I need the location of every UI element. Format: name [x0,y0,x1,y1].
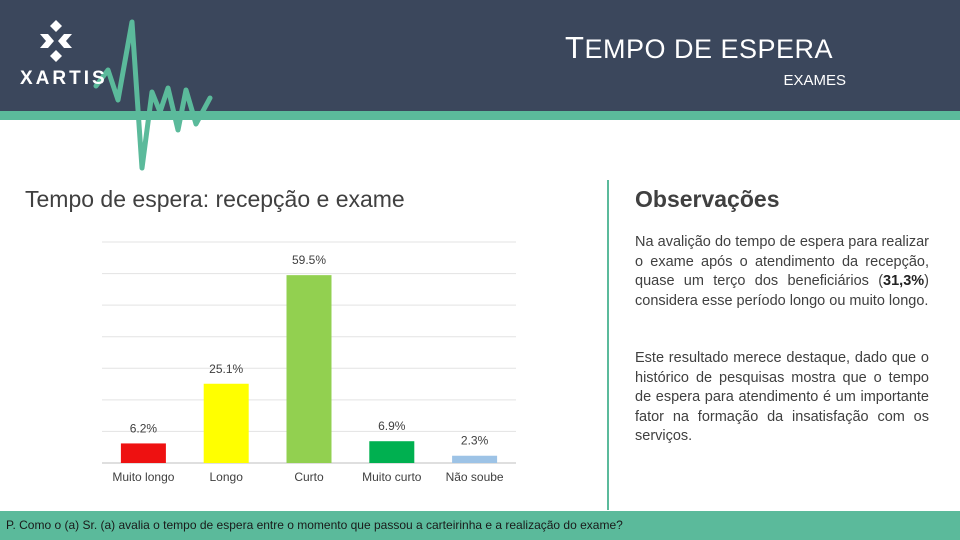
category-label-1: Muito longo [112,470,174,484]
category-label-3: Curto [294,470,324,484]
xartis-logo: XARTIS [18,18,108,98]
bar-2 [203,383,249,463]
vertical-divider [607,180,609,510]
observation-p1-end: ) considera esse período longo ou muito … [635,273,929,309]
footer-bar: P. Como o (a) Sr. (a) avalia o tempo de … [0,511,960,540]
observation-paragraph-1: Na avalição do tempo de espera para real… [635,233,929,311]
category-label-5: Não soube [446,470,504,484]
data-label-3: 59.5% [292,253,326,267]
survey-question: P. Como o (a) Sr. (a) avalia o tempo de … [6,518,623,532]
page-title-initial: T [565,30,585,65]
page-title-rest: EMPO DE ESPERA [584,34,834,64]
bar-5 [452,455,498,463]
header-accent-stripe [0,111,960,120]
page-subtitle: EXAMES [783,72,846,89]
observation-paragraph-2: Este resultado merece destaque, dado que… [635,350,929,444]
bar-chart: 6.2% Muito longo 25.1% Longo 59.5% Curto 6.9% M… [96,230,526,500]
bar-1 [120,443,166,463]
category-label-2: Longo [210,470,244,484]
data-label-4: 6.9% [378,419,406,433]
observation-p1-highlight: 31,3% [883,273,925,289]
bar-4 [369,441,415,463]
data-label-5: 2.3% [461,434,489,448]
category-label-4: Muito curto [362,470,422,484]
observation-p1-start: Na avalição do tempo de espera para real… [635,234,929,289]
page-title: TEMPO DE ESPERA [565,30,895,66]
logo-mark-icon [40,20,72,62]
logo-text: XARTIS [20,68,108,89]
observations-title: Observações [635,186,780,212]
bar-chart-svg: 6.2% Muito longo 25.1% Longo 59.5% Curto 6.9% M… [102,241,516,484]
data-label-2: 25.1% [209,362,243,376]
bar-3 [286,275,332,463]
data-label-1: 6.2% [130,421,158,435]
chart-section-title: Tempo de espera: recepção e exame [25,186,405,212]
